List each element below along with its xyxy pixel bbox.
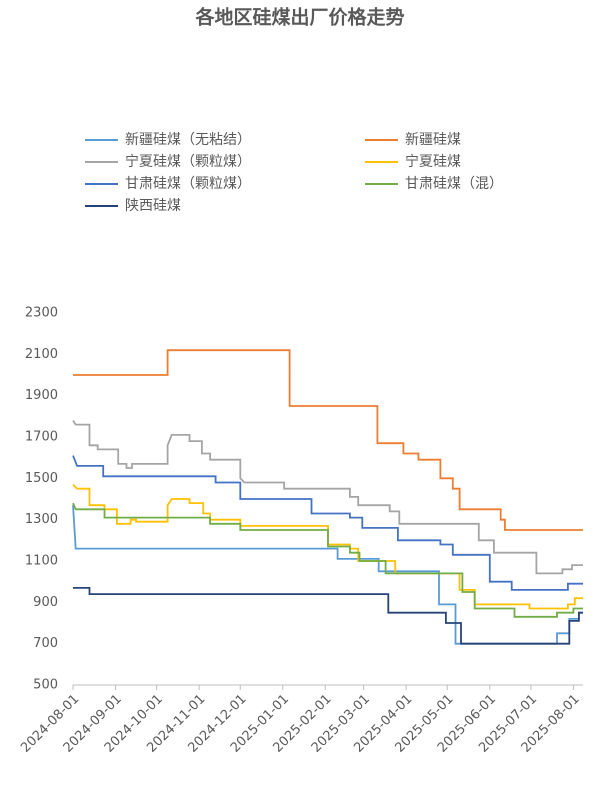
series-line <box>73 587 583 645</box>
series-line <box>72 455 583 591</box>
y-tick-label: 500 <box>33 678 58 693</box>
y-tick-label: 1900 <box>25 388 58 403</box>
series-line <box>72 420 583 575</box>
chart-title: 各地区硅煤出厂价格走势 <box>194 6 404 29</box>
y-tick-label: 900 <box>33 595 58 610</box>
y-tick-label: 1700 <box>25 430 58 445</box>
series-line <box>73 349 583 531</box>
y-tick-label: 2300 <box>25 306 58 321</box>
legend-label: 新疆硅煤 <box>405 132 461 148</box>
series-line <box>72 505 583 645</box>
y-tick-label: 1100 <box>25 554 58 569</box>
legend-label: 宁夏硅煤 <box>405 153 461 170</box>
series-line <box>72 483 583 610</box>
legend-label: 新疆硅煤（无粘结） <box>125 132 251 148</box>
legend-label: 宁夏硅煤（颗粒煤） <box>125 153 251 170</box>
y-tick-label: 700 <box>33 636 58 651</box>
series-line <box>72 502 583 618</box>
y-tick-label: 1300 <box>25 512 58 527</box>
y-tick-label: 2100 <box>25 347 58 362</box>
legend-label: 陕西硅煤 <box>125 198 181 214</box>
y-tick-label: 1500 <box>25 471 58 486</box>
legend-label: 甘肃硅煤（混） <box>405 176 503 192</box>
legend-label: 甘肃硅煤（颗粒煤） <box>125 176 251 192</box>
